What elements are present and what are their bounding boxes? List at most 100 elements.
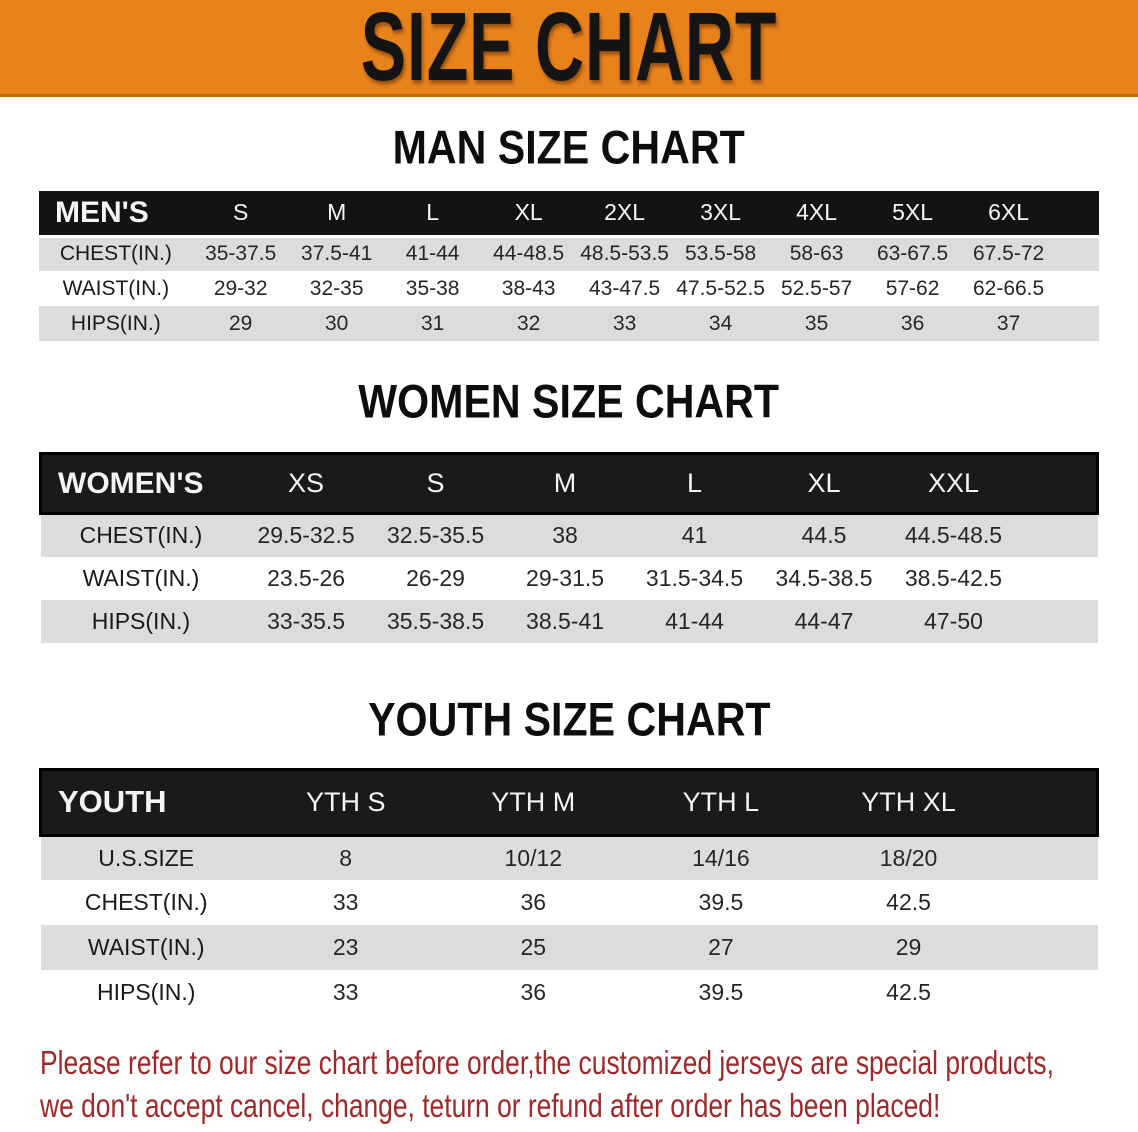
youth-cell: 39.5: [698, 889, 744, 915]
women-column-header: M: [500, 452, 630, 515]
men-table-label: MEN'S: [39, 191, 193, 238]
women-table-row: HIPS(IN.) 33-35.5 35.5-38.5 38.5-41 41-44 44-…: [40, 599, 1098, 643]
men-column-header: M: [288, 191, 385, 238]
youth-header-spacer: [1002, 767, 1100, 837]
youth-table-row: U.S.SIZE 8 10/12 14/16 18/20: [40, 835, 1098, 880]
women-cell: 35.5-38.5: [386, 607, 485, 634]
men-cell: 53.5-58: [684, 242, 757, 266]
men-cell: 62-66.5: [972, 276, 1045, 300]
men-cell: 43-47.5: [589, 276, 661, 300]
women-header-spacer: [1018, 452, 1100, 515]
youth-column-header: YTH L: [627, 767, 815, 837]
youth-row-label: HIPS(IN.): [97, 979, 196, 1005]
men-cell: 37.5-41: [301, 242, 373, 266]
men-cell: 32-35: [309, 276, 364, 300]
women-cell: 32.5-35.5: [386, 522, 485, 549]
men-column-header: 4XL: [768, 191, 865, 238]
men-header-spacer: [1056, 191, 1099, 238]
men-cell: 47.5-52.5: [676, 276, 765, 300]
women-cell: 34.5-38.5: [775, 564, 873, 591]
youth-cell: 33: [332, 889, 359, 915]
women-section-heading-text: WOMEN SIZE CHART: [358, 375, 780, 428]
women-cell: 41: [681, 522, 708, 549]
men-cell: 44-48.5: [493, 242, 565, 266]
women-row-label: HIPS(IN.): [91, 607, 191, 634]
women-row-spacer: [1018, 600, 1097, 643]
men-column-header: 2XL: [576, 191, 673, 238]
men-cell: 52.5-57: [780, 276, 853, 300]
men-section: MAN SIZE CHART MEN'S S M L XL 2XL 3XL 4XL 5XL 6XL…: [0, 121, 1138, 341]
women-cell: 38.5-42.5: [904, 564, 1003, 591]
men-cell: 41-44: [405, 242, 460, 266]
women-table-label: WOMEN'S: [39, 452, 242, 515]
men-cell: 29: [229, 311, 253, 335]
youth-column-header: YTH XL: [814, 767, 1003, 837]
women-cell: 29-31.5: [526, 564, 605, 591]
youth-row-spacer: [1002, 970, 1097, 1015]
women-column-header: S: [370, 452, 501, 515]
women-row-spacer: [1018, 514, 1097, 557]
men-row-spacer: [1057, 306, 1099, 341]
women-row-label: CHEST(IN.): [79, 522, 203, 549]
men-cell: 34: [708, 311, 733, 335]
men-cell: 48.5-53.5: [580, 242, 669, 266]
women-cell: 31.5-34.5: [645, 564, 744, 591]
disclaimer: Please refer to our size chart before or…: [40, 1041, 1138, 1127]
women-cell: 23.5-26: [267, 564, 346, 591]
men-row-label: CHEST(IN.): [59, 242, 172, 266]
youth-row-spacer: [1002, 925, 1097, 970]
men-cell: 31: [420, 311, 445, 335]
youth-section-heading-text: YOUTH SIZE CHART: [367, 692, 771, 746]
men-section-heading-text: MAN SIZE CHART: [392, 121, 746, 174]
youth-cell: 42.5: [886, 889, 931, 915]
youth-cell: 25: [520, 934, 547, 960]
men-column-header: S: [192, 191, 289, 238]
men-cell: 58-63: [789, 242, 844, 266]
youth-row-label: U.S.SIZE: [98, 844, 195, 871]
youth-cell: 36: [520, 979, 547, 1005]
disclaimer-line-1: Please refer to our size chart before or…: [40, 1044, 1054, 1081]
women-cell: 44-47: [794, 607, 854, 634]
women-cell: 38: [552, 522, 578, 549]
youth-cell: 8: [339, 844, 353, 871]
men-column-header: XL: [480, 191, 577, 238]
women-table-row: CHEST(IN.) 29.5-32.5 32.5-35.5 38 41 44.5 44.5…: [40, 513, 1098, 557]
men-cell: 37: [996, 311, 1021, 335]
women-cell: 29.5-32.5: [257, 522, 355, 549]
youth-table-label: YOUTH: [38, 767, 252, 837]
women-column-header: XXL: [888, 452, 1019, 515]
women-size-table: WOMEN'S XS S M L XL XXL CHEST(IN.) 29.5-32.5 32.…: [39, 452, 1100, 643]
men-cell: 35-38: [405, 276, 460, 300]
youth-row-label: WAIST(IN.): [87, 934, 205, 960]
women-section-heading: WOMEN SIZE CHART: [0, 375, 1138, 428]
youth-row-label: CHEST(IN.): [84, 889, 208, 915]
women-column-header: XL: [759, 452, 889, 515]
men-cell: 38-43: [501, 276, 556, 300]
youth-section-heading: YOUTH SIZE CHART: [0, 693, 1138, 746]
youth-header-row: YOUTH YTH S YTH M YTH L YTH XL: [38, 767, 1100, 837]
youth-cell: 42.5: [886, 979, 931, 1005]
men-table-row: HIPS(IN.) 29 30 31 32 33 34 35 36 37: [39, 306, 1099, 341]
women-cell: 33-35.5: [267, 607, 346, 634]
women-table-row: WAIST(IN.) 23.5-26 26-29 29-31.5 31.5-34.5 34…: [40, 556, 1098, 600]
youth-cell: 18/20: [879, 844, 938, 871]
women-cell: 38.5-41: [526, 607, 605, 634]
men-cell: 63-67.5: [876, 242, 949, 266]
women-table-body: CHEST(IN.) 29.5-32.5 32.5-35.5 38 41 44.5 44.5…: [40, 513, 1098, 643]
women-cell: 41-44: [665, 607, 724, 634]
women-row-spacer: [1018, 557, 1097, 600]
women-header-row: WOMEN'S XS S M L XL XXL: [39, 452, 1100, 515]
youth-cell: 10/12: [504, 844, 563, 871]
men-cell: 33: [612, 311, 637, 335]
men-row-spacer: [1057, 236, 1099, 271]
men-cell: 67.5-72: [972, 242, 1045, 266]
youth-cell: 36: [520, 889, 547, 915]
youth-row-spacer: [1002, 835, 1097, 880]
youth-column-header: YTH S: [251, 767, 440, 837]
disclaimer-line-2: we don't accept cancel, change, teturn o…: [40, 1087, 941, 1124]
youth-table-row: HIPS(IN.) 33 36 39.5 42.5: [40, 970, 1098, 1015]
men-cell: 35-37.5: [205, 242, 277, 266]
men-cell: 36: [900, 311, 925, 335]
women-cell: 44.5-48.5: [904, 522, 1003, 549]
